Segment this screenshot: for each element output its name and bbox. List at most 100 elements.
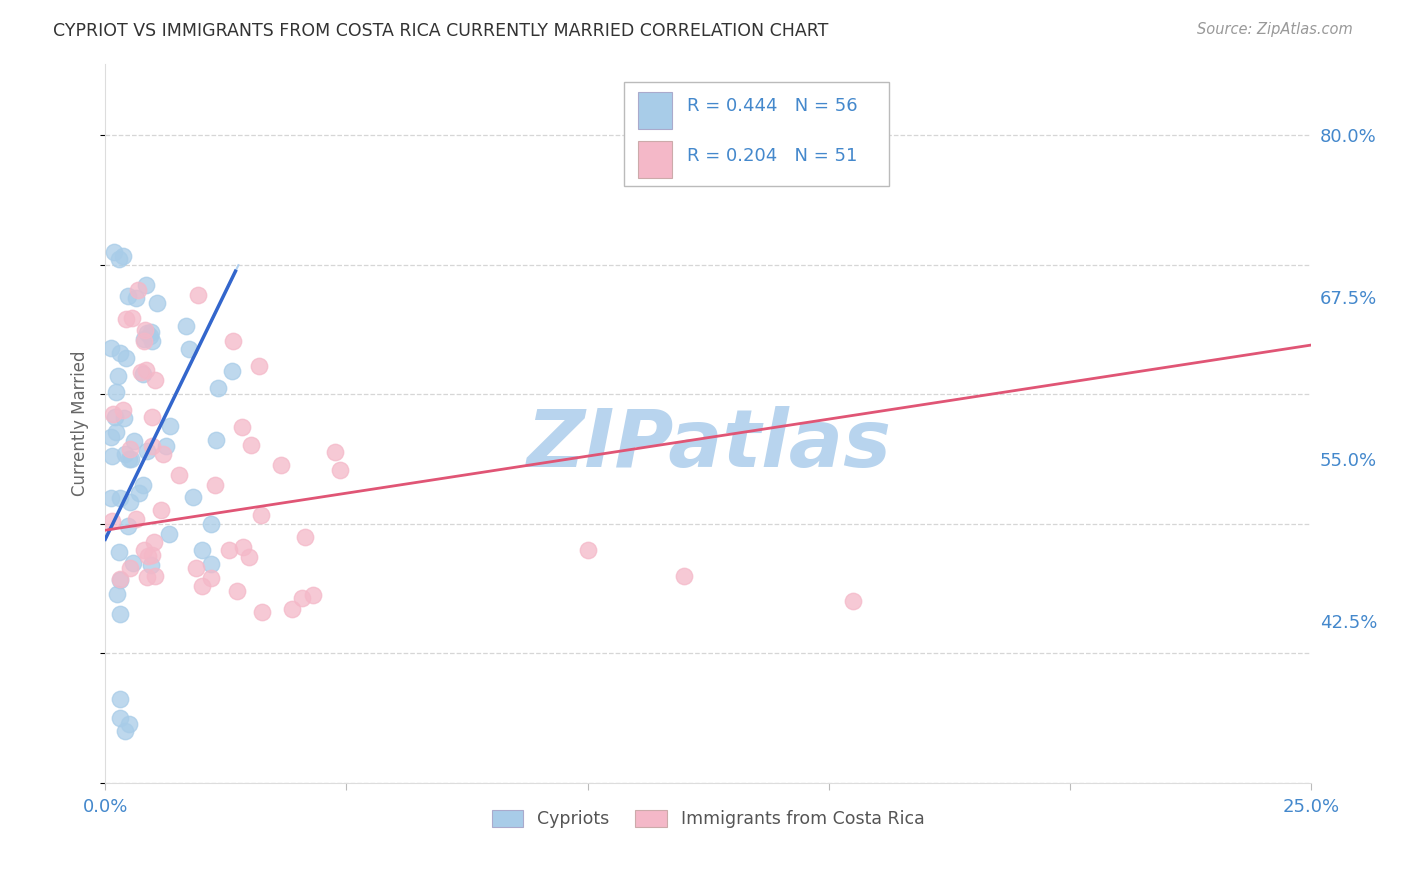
Point <box>117 289 139 303</box>
Point <box>112 411 135 425</box>
Point <box>179 342 201 356</box>
Text: ZIPatlas: ZIPatlas <box>526 406 891 484</box>
Point <box>131 368 153 382</box>
Point <box>157 526 180 541</box>
Point <box>135 278 157 293</box>
Point <box>250 508 273 522</box>
Point <box>107 369 129 384</box>
Point <box>141 558 163 573</box>
Point <box>673 568 696 582</box>
Point <box>100 515 122 529</box>
Point <box>101 407 124 421</box>
Point <box>134 322 156 336</box>
Point <box>221 364 243 378</box>
Point <box>105 587 128 601</box>
Point <box>120 494 142 508</box>
Point <box>134 333 156 347</box>
Point <box>207 381 229 395</box>
Point <box>111 403 134 417</box>
Point <box>181 490 204 504</box>
Point <box>141 439 163 453</box>
Point <box>323 445 346 459</box>
Point <box>146 295 169 310</box>
Point <box>118 717 141 731</box>
Point <box>238 549 260 564</box>
Point <box>115 311 138 326</box>
Text: R = 0.204   N = 51: R = 0.204 N = 51 <box>686 147 856 165</box>
Point <box>143 568 166 582</box>
Point <box>329 463 352 477</box>
Point <box>100 449 122 463</box>
Point <box>114 351 136 365</box>
Point <box>122 434 145 448</box>
Point <box>132 543 155 558</box>
Point <box>125 512 148 526</box>
Point <box>100 430 122 444</box>
Point <box>302 588 325 602</box>
Point <box>103 245 125 260</box>
Y-axis label: Currently Married: Currently Married <box>72 351 89 496</box>
Point <box>132 334 155 349</box>
Point <box>114 723 136 738</box>
Point <box>125 292 148 306</box>
Point <box>141 409 163 424</box>
Point <box>108 691 131 706</box>
Text: R = 0.444   N = 56: R = 0.444 N = 56 <box>686 97 858 115</box>
Point <box>141 334 163 348</box>
Point <box>136 549 159 564</box>
Point <box>200 557 222 571</box>
Point <box>576 542 599 557</box>
Legend: Cypriots, Immigrants from Costa Rica: Cypriots, Immigrants from Costa Rica <box>485 803 931 835</box>
Point <box>138 328 160 343</box>
Point <box>155 439 177 453</box>
Point <box>104 410 127 425</box>
Point <box>184 561 207 575</box>
Point <box>190 542 212 557</box>
Point <box>152 447 174 461</box>
Point <box>294 530 316 544</box>
Point <box>108 573 131 587</box>
Point <box>127 283 149 297</box>
Point <box>141 548 163 562</box>
Point <box>204 478 226 492</box>
Point <box>291 591 314 605</box>
Point <box>221 334 243 349</box>
Point <box>118 561 141 575</box>
Point <box>200 516 222 531</box>
Point <box>270 458 292 472</box>
Point <box>117 519 139 533</box>
Point <box>136 570 159 584</box>
Text: Source: ZipAtlas.com: Source: ZipAtlas.com <box>1197 22 1353 37</box>
Point <box>150 503 173 517</box>
Point <box>218 542 240 557</box>
Point <box>131 366 153 380</box>
Point <box>104 384 127 399</box>
Point <box>167 468 190 483</box>
Point <box>159 418 181 433</box>
Point <box>121 310 143 325</box>
Point <box>135 363 157 377</box>
FancyBboxPatch shape <box>638 92 672 129</box>
Point <box>190 578 212 592</box>
Point <box>120 451 142 466</box>
Point <box>110 572 132 586</box>
Point <box>131 478 153 492</box>
Point <box>281 602 304 616</box>
Point <box>118 442 141 456</box>
Point <box>108 491 131 506</box>
Point <box>232 540 254 554</box>
FancyBboxPatch shape <box>624 82 889 186</box>
Point <box>136 326 159 341</box>
Point <box>107 252 129 267</box>
Point <box>100 341 122 355</box>
Point <box>112 249 135 263</box>
Point <box>842 594 865 608</box>
Point <box>174 319 197 334</box>
Point <box>121 556 143 570</box>
Point <box>200 571 222 585</box>
Point <box>240 438 263 452</box>
FancyBboxPatch shape <box>638 141 672 178</box>
Point <box>231 420 253 434</box>
Point <box>252 606 274 620</box>
Point <box>136 443 159 458</box>
